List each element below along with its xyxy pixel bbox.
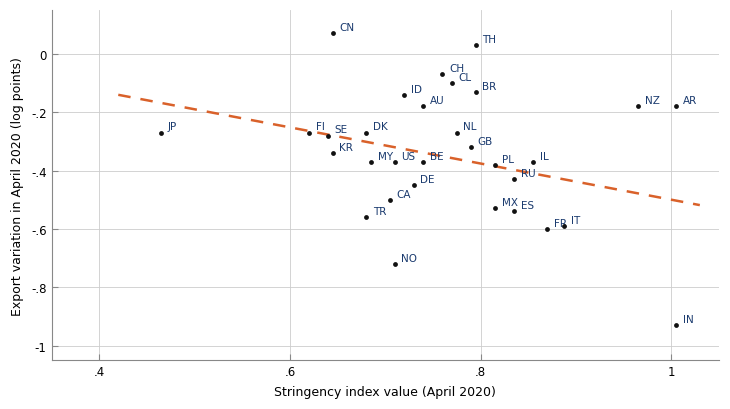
Point [365,159,377,166]
Point [322,133,334,139]
Text: NO: NO [402,253,418,263]
Point [558,223,570,229]
X-axis label: Stringency index value (April 2020): Stringency index value (April 2020) [274,385,496,398]
Point [327,151,339,157]
Point [542,226,553,233]
Point [508,209,520,215]
Text: IL: IL [539,151,548,161]
Text: TH: TH [483,35,496,45]
Point [451,130,463,137]
Text: IT: IT [571,215,580,225]
Point [470,43,482,49]
Point [384,197,396,203]
Text: PL: PL [502,154,513,164]
Point [327,31,339,38]
Text: TR: TR [373,207,386,216]
Text: RU: RU [520,169,535,179]
Text: ID: ID [411,84,422,94]
Text: BE: BE [430,151,444,161]
Point [437,72,448,79]
Text: KR: KR [339,142,353,153]
Text: CA: CA [396,189,411,199]
Point [489,162,501,169]
Text: CL: CL [458,73,472,83]
Point [670,104,682,110]
Text: SE: SE [334,125,347,135]
Text: NL: NL [464,122,477,132]
Text: ES: ES [520,201,534,211]
Text: CN: CN [339,23,355,33]
Text: NZ: NZ [645,96,659,106]
Text: MY: MY [377,151,393,161]
Text: GB: GB [477,137,493,147]
Text: DK: DK [373,122,388,132]
Point [408,182,420,189]
Y-axis label: Export variation in April 2020 (log points): Export variation in April 2020 (log poin… [11,56,24,315]
Text: CH: CH [449,64,464,74]
Text: US: US [402,151,415,161]
Point [303,130,315,137]
Point [489,206,501,212]
Point [418,104,429,110]
Text: MX: MX [502,198,518,208]
Point [508,177,520,183]
Text: BR: BR [483,81,496,91]
Point [361,214,372,221]
Point [418,159,429,166]
Text: IN: IN [683,314,694,324]
Point [389,261,401,267]
Text: FR: FR [554,218,567,228]
Point [632,104,644,110]
Text: DE: DE [420,175,435,184]
Point [446,81,458,87]
Point [155,130,167,137]
Text: AR: AR [683,96,697,106]
Text: JP: JP [168,122,177,132]
Text: FI: FI [315,122,325,132]
Point [399,92,410,99]
Point [527,159,539,166]
Point [470,89,482,96]
Point [361,130,372,137]
Point [465,144,477,151]
Text: AU: AU [430,96,445,106]
Point [389,159,401,166]
Point [670,322,682,328]
